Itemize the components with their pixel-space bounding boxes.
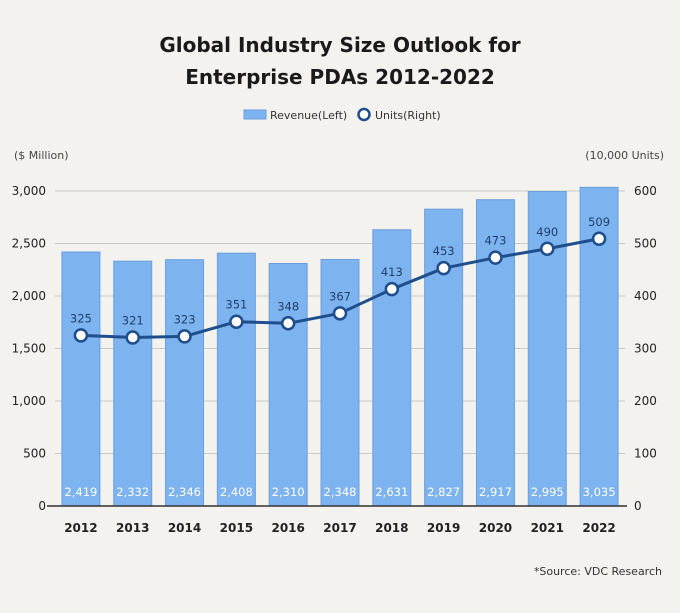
- bar-revenue-2014: [165, 259, 205, 507]
- x-tick-label-2018: 2018: [375, 521, 408, 535]
- x-tick-label-2014: 2014: [168, 521, 201, 535]
- units-point-2018: [384, 281, 400, 297]
- bar-revenue-2015: [216, 252, 256, 507]
- units-point-2022: [591, 231, 607, 247]
- units-value-label: 351: [225, 298, 247, 312]
- x-tick-label-2015: 2015: [220, 521, 253, 535]
- units-value-label: 473: [484, 234, 506, 248]
- right-tick-label: 600: [634, 184, 657, 198]
- left-axis-unit: ($ Million): [14, 149, 69, 162]
- left-tick-label: 1,000: [12, 394, 46, 408]
- left-tick-label: 2,500: [12, 237, 46, 251]
- axes: 0 500 1,000 1,500 2,000 2,500 3,000 0 100 200 300 4…: [12, 184, 657, 535]
- units-value-label: 367: [329, 289, 351, 303]
- bar-value-label: 2,348: [324, 485, 357, 499]
- bar-value-label: 2,995: [531, 485, 564, 499]
- units-line-series: 325 321 323 351 348 367 413 453 473 490 509: [70, 215, 610, 345]
- units-point-2013: [125, 330, 140, 345]
- x-tick-label-2016: 2016: [271, 521, 304, 535]
- right-tick-label: 300: [634, 342, 657, 356]
- x-tick-label-2012: 2012: [64, 521, 97, 535]
- legend-revenue-label: Revenue(Left): [270, 109, 347, 122]
- legend-revenue-swatch: [243, 109, 267, 120]
- bar-value-label: 2,346: [168, 485, 201, 499]
- left-tick-label: 2,000: [12, 289, 46, 303]
- right-tick-label: 0: [634, 499, 642, 513]
- units-value-label: 453: [433, 244, 455, 258]
- units-value-label: 323: [174, 312, 196, 326]
- units-point-2015: [229, 314, 244, 329]
- bar-revenue-2012: [61, 251, 101, 507]
- bar-value-label: 2,917: [479, 485, 512, 499]
- legend-units-marker: [357, 107, 371, 122]
- right-axis-unit: (10,000 Units): [585, 149, 664, 162]
- bar-revenue-2013: [113, 260, 153, 507]
- bar-value-label: 2,332: [116, 485, 149, 499]
- legend-units-label: Units(Right): [375, 109, 441, 122]
- bar-value-label: 3,035: [583, 485, 616, 499]
- units-point-2017: [332, 306, 348, 321]
- right-tick-label: 400: [634, 289, 657, 303]
- left-tick-label: 3,000: [12, 184, 46, 198]
- bar-value-label: 2,408: [220, 485, 253, 499]
- units-value-label: 509: [588, 215, 610, 229]
- bar-value-label: 2,419: [64, 485, 97, 499]
- units-point-2014: [177, 329, 192, 344]
- units-value-label: 348: [277, 299, 299, 313]
- x-tick-label-2020: 2020: [479, 521, 512, 535]
- left-tick-label: 0: [38, 499, 46, 513]
- units-point-2019: [436, 260, 451, 276]
- units-point-2016: [280, 316, 296, 331]
- bar-revenue-2019: [424, 208, 464, 507]
- right-tick-label: 100: [634, 447, 657, 461]
- units-point-2021: [540, 241, 555, 256]
- units-value-label: 325: [70, 311, 92, 325]
- units-point-2012: [73, 328, 89, 343]
- bar-value-label: 2,631: [375, 485, 408, 499]
- units-value-label: 490: [536, 225, 558, 239]
- right-tick-label: 200: [634, 394, 657, 408]
- bar-revenue-2018: [372, 229, 412, 507]
- bar-revenue-2017: [320, 258, 360, 507]
- x-tick-label-2021: 2021: [531, 521, 564, 535]
- right-tick-label: 500: [634, 237, 657, 251]
- units-value-label: 321: [122, 313, 144, 327]
- x-tick-label-2017: 2017: [323, 521, 356, 535]
- chart-title-line-1: Global Industry Size Outlook for: [159, 33, 520, 57]
- left-tick-label: 1,500: [12, 342, 46, 356]
- bar-value-label: 2,310: [272, 485, 305, 499]
- bar-value-label: 2,827: [427, 485, 460, 499]
- x-tick-label-2019: 2019: [427, 521, 460, 535]
- revenue-bars: 2,419 2,332 2,346 2,408 2,310 2,348 2,631 2,827…: [61, 186, 619, 507]
- x-tick-label-2013: 2013: [116, 521, 149, 535]
- left-tick-label: 500: [23, 447, 46, 461]
- source-note: *Source: VDC Research: [534, 565, 662, 578]
- x-tick-label-2022: 2022: [582, 521, 615, 535]
- units-value-label: 413: [381, 265, 403, 279]
- legend: Revenue(Left) Units(Right): [243, 107, 441, 122]
- chart-title-line-2: Enterprise PDAs 2012-2022: [185, 65, 495, 89]
- units-point-2020: [488, 250, 503, 265]
